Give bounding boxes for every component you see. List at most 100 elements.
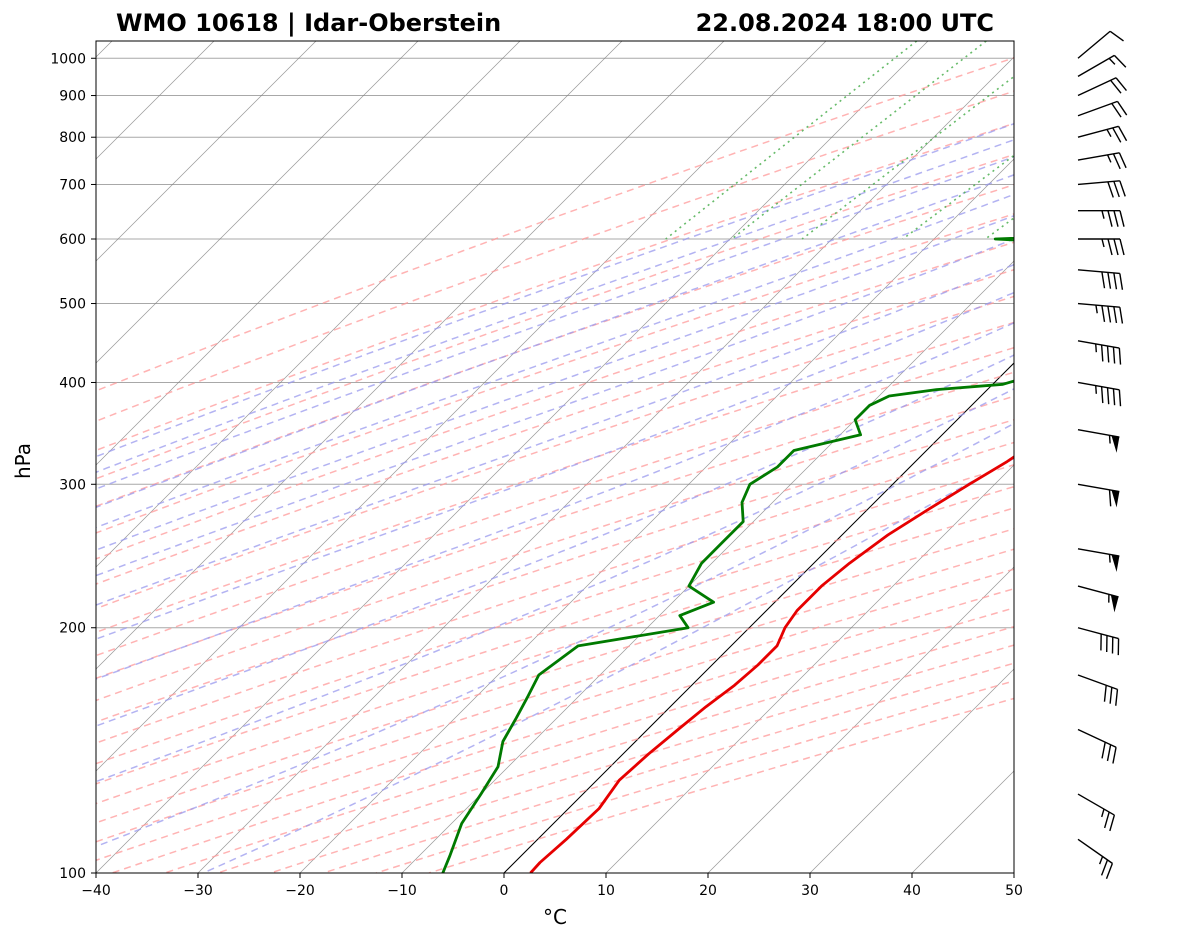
wind-barb-feather [1110, 79, 1122, 94]
wind-barb-half-feather [1108, 57, 1116, 65]
wind-barb-feather [1119, 273, 1124, 290]
moist-adiabat-line [96, 193, 1014, 529]
wind-barb [1077, 838, 1114, 880]
wind-barb-shaft [1077, 125, 1119, 138]
wind-barb-feather [1119, 180, 1126, 197]
wind-barb-shaft [1077, 728, 1117, 748]
wind-barb-feather [1119, 210, 1125, 227]
wind-barb [1077, 180, 1126, 198]
wind-barb-shaft [1077, 30, 1111, 59]
wind-barb-feather [1101, 305, 1106, 323]
wind-barb-feather [1100, 859, 1109, 876]
wind-barb-feather [1115, 689, 1119, 706]
wind-barb [1077, 54, 1127, 78]
wind-barb-feather [1109, 687, 1113, 704]
wind-barb [1077, 548, 1120, 572]
y-tick-label: 300 [59, 477, 86, 493]
mixing-ratio-line [665, 41, 918, 240]
wind-barb [1078, 209, 1125, 227]
isotherm-line [197, 56, 1014, 873]
wind-barb-feather [1113, 181, 1120, 198]
y-tick-label: 600 [59, 232, 86, 248]
wind-barb-half-feather [1095, 385, 1098, 394]
wind-barb-feather [1113, 306, 1118, 324]
wind-barb-feather [1105, 863, 1114, 880]
isotherm-line [96, 41, 317, 262]
chart-title-station: WMO 10618 | Idar-Oberstein [116, 9, 501, 37]
moist-adiabat-line [96, 122, 1014, 458]
dry-adiabat-line [96, 321, 1014, 634]
y-axis-title: hPa [11, 443, 35, 479]
wind-barb-feather [1103, 685, 1107, 702]
wind-barb-half-feather [1106, 129, 1112, 138]
wind-barb-feather [1107, 181, 1114, 198]
wind-barb [1077, 483, 1120, 508]
wind-barb-flag [1110, 594, 1119, 613]
wind-barb [1077, 152, 1127, 170]
wind-barb-feather [1107, 238, 1113, 256]
wind-barb-feather [1107, 210, 1113, 227]
x-tick-label: 30 [801, 883, 819, 899]
axes: −40 −30 −20 −10 0 10 20 30 40 50 1000 900 800 700 600 5… [50, 51, 1023, 899]
wind-barb-flag [1111, 554, 1120, 572]
isotherm-line [96, 41, 929, 873]
wind-barbs [1077, 30, 1128, 880]
wind-barb-feather [1113, 238, 1119, 256]
moist-adiabat-line [96, 388, 1014, 783]
moist-adiabat-line [96, 263, 1014, 606]
wind-barb-feather [1109, 814, 1116, 832]
y-tick-label: 400 [59, 375, 86, 391]
wind-barb-shaft [1077, 838, 1113, 864]
wind-barb-feather [1113, 210, 1119, 227]
wind-barb-shaft [1077, 100, 1118, 117]
wind-barb [1077, 302, 1124, 324]
y-tick-label: 200 [59, 621, 86, 637]
wind-barb-feather [1101, 271, 1106, 289]
wind-barb-feather [1107, 306, 1112, 323]
wind-barb [1077, 627, 1120, 656]
wind-barb-feather [1113, 272, 1118, 290]
wind-barb-half-feather [1101, 238, 1105, 248]
isotherm-line [707, 566, 1014, 873]
wind-barb-feather [1118, 389, 1122, 407]
moist-adiabat-line [96, 422, 1014, 848]
isotherm-line [809, 668, 1014, 873]
profile-lines [441, 236, 1014, 873]
wind-barb-shaft [1077, 54, 1115, 78]
wind-barb [1077, 728, 1117, 764]
moist-adiabat-line [96, 214, 1014, 551]
isotherm-line [96, 41, 623, 568]
dry-adiabat-line [96, 507, 1014, 805]
y-tick-label: 1000 [50, 51, 86, 67]
isotherm-line [96, 41, 827, 772]
dry-adiabat-line [96, 122, 1014, 452]
wind-barb-half-feather [1098, 856, 1104, 865]
wind-barb-feather [1100, 386, 1104, 404]
x-tick-label: −20 [285, 883, 315, 899]
wind-barb-shaft [1077, 152, 1120, 161]
dry-adiabat-line [96, 57, 1014, 392]
wind-barb-half-feather [1101, 808, 1105, 818]
wind-barb-feather [1117, 126, 1128, 142]
wind-barb-shaft [1077, 381, 1120, 391]
wind-barb-shaft [1077, 302, 1120, 308]
wind-barb-half-feather [1095, 304, 1098, 314]
x-tick-label: −30 [183, 883, 213, 899]
isotherm-line [96, 41, 419, 364]
wind-barb-shaft [1077, 627, 1119, 640]
wind-barb-shaft [1077, 340, 1120, 349]
wind-barb-feather [1112, 127, 1122, 143]
wind-barb [1078, 238, 1125, 256]
y-tick-label: 100 [59, 866, 86, 882]
isotherm-line [401, 260, 1014, 873]
x-tick-label: 10 [597, 883, 615, 899]
isotherm-line [299, 158, 1014, 873]
wind-barb [1077, 100, 1128, 118]
wind-barb [1077, 125, 1128, 143]
background-lines [96, 41, 1014, 873]
wind-barb-feather [1112, 347, 1116, 364]
wind-barb [1077, 30, 1124, 59]
wind-barb-feather [1106, 387, 1110, 405]
wind-barb-feather [1106, 744, 1112, 762]
